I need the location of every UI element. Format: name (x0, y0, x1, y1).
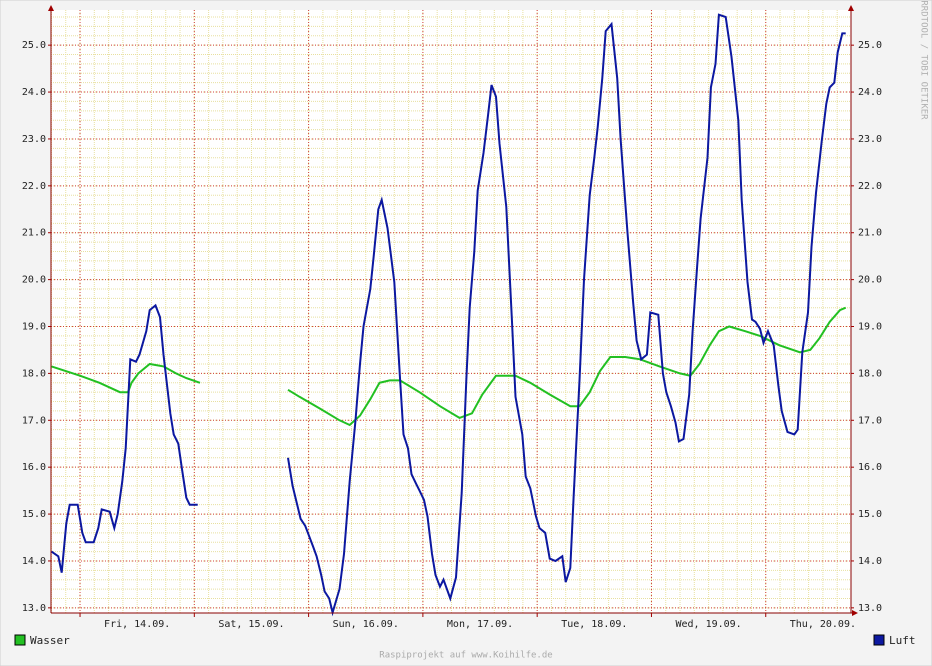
y2-tick-label: 25.0 (858, 40, 882, 51)
y-tick-label: 17.0 (22, 415, 46, 426)
y-tick-label: 15.0 (22, 509, 46, 520)
x-tick-label: Sat, 15.09. (218, 619, 284, 630)
footer: Raspiprojekt auf www.Koihilfe.de (379, 651, 552, 661)
y2-tick-label: 23.0 (858, 134, 882, 145)
y-tick-label: 18.0 (22, 368, 46, 379)
y2-tick-label: 21.0 (858, 228, 882, 239)
x-tick-label: Mon, 17.09. (447, 619, 513, 630)
axes: 13.0 13.0 14.0 14.0 15.0 15.0 16.0 16.0 17.0 17.0… (22, 5, 882, 630)
series-line (51, 306, 847, 427)
y2-tick-label: 16.0 (858, 462, 882, 473)
legend-label: Luft (889, 634, 916, 647)
y2-tick-label: 20.0 (858, 275, 882, 286)
x-tick-label: Tue, 18.09. (561, 619, 627, 630)
y2-tick-label: 18.0 (858, 368, 882, 379)
legend-swatch (14, 634, 26, 646)
series-line (50, 13, 846, 617)
y-tick-label: 20.0 (22, 275, 46, 286)
grid (50, 10, 851, 613)
y-tick-label: 16.0 (22, 462, 46, 473)
x-tick-label: Fri, 14.09. (104, 619, 170, 630)
y-tick-label: 14.0 (22, 556, 46, 567)
axis-arrow (852, 610, 858, 616)
y-tick-label: 24.0 (22, 87, 46, 98)
legend-label: Wasser (30, 634, 70, 647)
y-tick-label: 23.0 (22, 134, 46, 145)
series-lines (50, 13, 847, 617)
y2-tick-label: 14.0 (858, 556, 882, 567)
legend: Wasser Luft (14, 634, 916, 647)
axis-arrow (848, 5, 854, 11)
axis-arrow (48, 5, 54, 11)
x-tick-label: Sun, 16.09. (333, 619, 399, 630)
y-tick-label: 21.0 (22, 228, 46, 239)
x-tick-label: Wed, 19.09. (675, 619, 741, 630)
y2-tick-label: 17.0 (858, 415, 882, 426)
y2-tick-label: 22.0 (858, 181, 882, 192)
y-tick-label: 22.0 (22, 181, 46, 192)
y-tick-label: 25.0 (22, 40, 46, 51)
y2-tick-label: 19.0 (858, 322, 882, 333)
y2-tick-label: 13.0 (858, 603, 882, 614)
y2-tick-label: 15.0 (858, 509, 882, 520)
y-tick-label: 19.0 (22, 322, 46, 333)
legend-swatch (873, 634, 885, 646)
credit: RRDTOOL / TOBI OETIKER (919, 0, 929, 120)
x-tick-label: Thu, 20.09. (790, 619, 856, 630)
y-tick-label: 13.0 (22, 603, 46, 614)
y2-tick-label: 24.0 (858, 87, 882, 98)
